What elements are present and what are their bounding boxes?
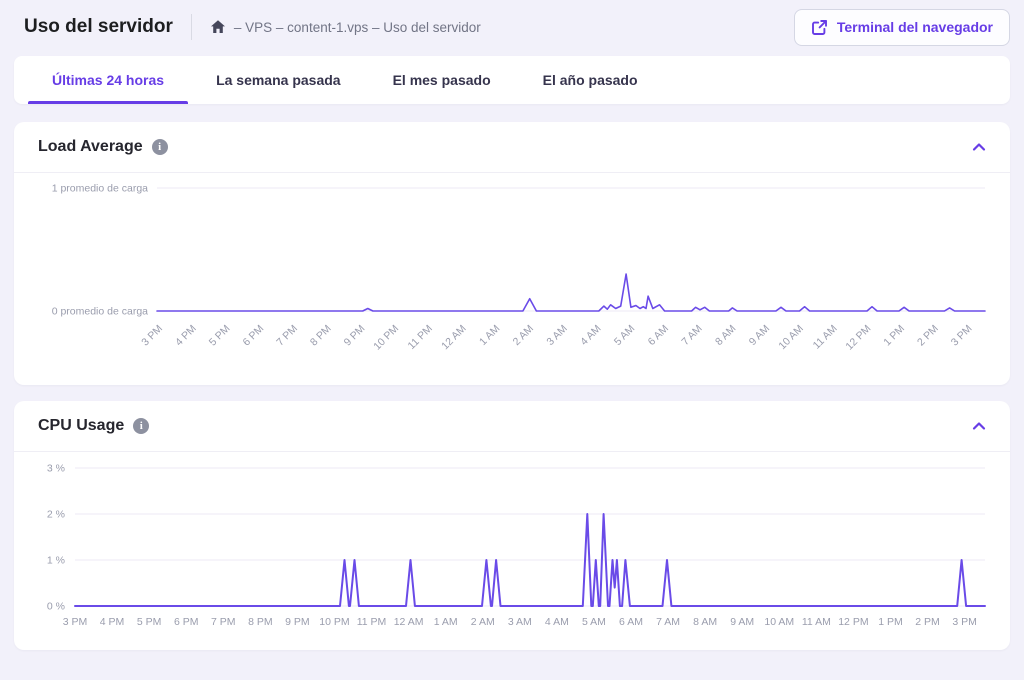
home-icon[interactable]: [210, 19, 226, 35]
x-tick-label: 1 PM: [881, 323, 907, 349]
x-tick-label: 12 PM: [838, 616, 868, 628]
x-tick-label: 4 AM: [545, 616, 569, 628]
breadcrumb-text: – VPS – content-1.vps – Uso del servidor: [233, 19, 481, 35]
external-link-icon: [811, 19, 827, 35]
y-tick-label: 0 %: [47, 601, 65, 613]
x-tick-label: 7 PM: [274, 323, 300, 349]
y-tick-label: 2 %: [47, 509, 65, 521]
x-tick-label: 3 PM: [952, 616, 977, 628]
x-tick-label: 7 PM: [211, 616, 236, 628]
x-tick-label: 12 AM: [439, 323, 469, 353]
x-tick-label: 11 PM: [357, 616, 387, 628]
x-tick-label: 9 PM: [285, 616, 310, 628]
load-average-card: Load Average i 1 promedio de carga 0 prom…: [14, 122, 1010, 385]
browser-terminal-button[interactable]: Terminal del navegador: [793, 8, 1010, 46]
tab-el-año-pasado[interactable]: El año pasado: [517, 56, 664, 104]
x-tick-label: 8 PM: [248, 616, 273, 628]
x-tick-label: 5 AM: [582, 616, 606, 628]
x-tick-label: 12 AM: [394, 616, 424, 628]
x-tick-label: 2 AM: [511, 323, 536, 348]
x-tick-label: 1 PM: [878, 616, 903, 628]
x-tick-label: 6 AM: [646, 323, 671, 348]
series-line: [156, 273, 986, 312]
cpu-usage-title: CPU Usage: [38, 417, 125, 434]
x-tick-label: 10 AM: [776, 323, 806, 353]
x-tick-label: 10 PM: [319, 616, 349, 628]
x-tick-label: 7 AM: [656, 616, 680, 628]
x-tick-label: 10 PM: [371, 323, 401, 353]
info-icon[interactable]: i: [151, 139, 168, 155]
x-tick-label: 2 PM: [915, 616, 940, 628]
y-tick-label: 0 promedio de carga: [52, 306, 148, 318]
y-tick-label: 1 promedio de carga: [52, 183, 148, 195]
cpu-usage-card: CPU Usage i 3 % 2 % 1 % 0 % 3 PM 4 PM 5 PM 6 PM…: [14, 401, 1010, 650]
x-tick-label: 8 AM: [693, 616, 717, 628]
x-tick-label: 2 AM: [471, 616, 495, 628]
x-tick-label: 3 PM: [949, 323, 975, 349]
x-tick-label: 1 AM: [477, 323, 502, 348]
x-tick-label: 5 PM: [137, 616, 162, 628]
chevron-up-icon[interactable]: [972, 421, 986, 431]
cpu-usage-card-header: CPU Usage i: [14, 401, 1010, 452]
x-tick-label: 4 PM: [173, 323, 199, 349]
x-tick-label: 8 AM: [713, 323, 738, 348]
x-tick-label: 3 PM: [63, 616, 88, 628]
tab-la-semana-pasada[interactable]: La semana pasada: [190, 56, 367, 104]
x-tick-label: 5 AM: [612, 323, 637, 348]
load-average-card-header: Load Average i: [14, 122, 1010, 173]
terminal-button-label: Terminal del navegador: [836, 19, 993, 35]
cpu-usage-chart: 3 % 2 % 1 % 0 % 3 PM 4 PM 5 PM 6 PM 7 PM 8 PM 9 PM…: [14, 452, 1010, 650]
x-tick-label: 2 PM: [915, 323, 941, 349]
page-title: Uso del servidor: [24, 16, 173, 37]
x-tick-label: 6 PM: [240, 323, 266, 349]
x-tick-label: 5 PM: [207, 323, 233, 349]
x-tick-label: 7 AM: [679, 323, 704, 348]
tab-últimas-24-horas[interactable]: Últimas 24 horas: [26, 56, 190, 104]
page-header: Uso del servidor – VPS – content-1.vps –…: [0, 0, 1024, 54]
x-tick-label: 3 AM: [544, 323, 569, 348]
x-tick-label: 11 AM: [802, 616, 831, 628]
x-tick-label: 3 PM: [139, 323, 165, 349]
x-tick-label: 11 AM: [811, 323, 840, 352]
x-tick-label: 9 PM: [342, 323, 368, 349]
x-tick-label: 4 PM: [100, 616, 125, 628]
x-tick-label: 3 AM: [508, 616, 532, 628]
chevron-up-icon[interactable]: [972, 142, 986, 152]
time-range-tabs: Últimas 24 horas La semana pasada El mes p…: [14, 56, 1010, 104]
x-tick-label: 9 AM: [747, 323, 772, 348]
load-average-title: Load Average: [38, 138, 143, 155]
y-tick-label: 1 %: [47, 555, 65, 567]
x-tick-label: 6 PM: [174, 616, 199, 628]
x-tick-label: 6 AM: [619, 616, 643, 628]
x-tick-label: 11 PM: [406, 323, 435, 352]
x-tick-label: 12 PM: [843, 323, 873, 353]
y-tick-label: 3 %: [47, 463, 65, 475]
x-tick-label: 8 PM: [308, 323, 334, 349]
x-tick-label: 4 AM: [578, 323, 603, 348]
x-tick-label: 9 AM: [730, 616, 754, 628]
load-average-chart: 1 promedio de carga 0 promedio de carga 3 …: [14, 173, 1010, 385]
series-line: [74, 513, 986, 607]
x-tick-label: 1 AM: [434, 616, 458, 628]
breadcrumb: – VPS – content-1.vps – Uso del servidor: [210, 19, 794, 35]
x-tick-label: 10 AM: [764, 616, 794, 628]
header-divider: [190, 14, 192, 40]
info-icon[interactable]: i: [133, 418, 150, 434]
tab-el-mes-pasado[interactable]: El mes pasado: [367, 56, 517, 104]
